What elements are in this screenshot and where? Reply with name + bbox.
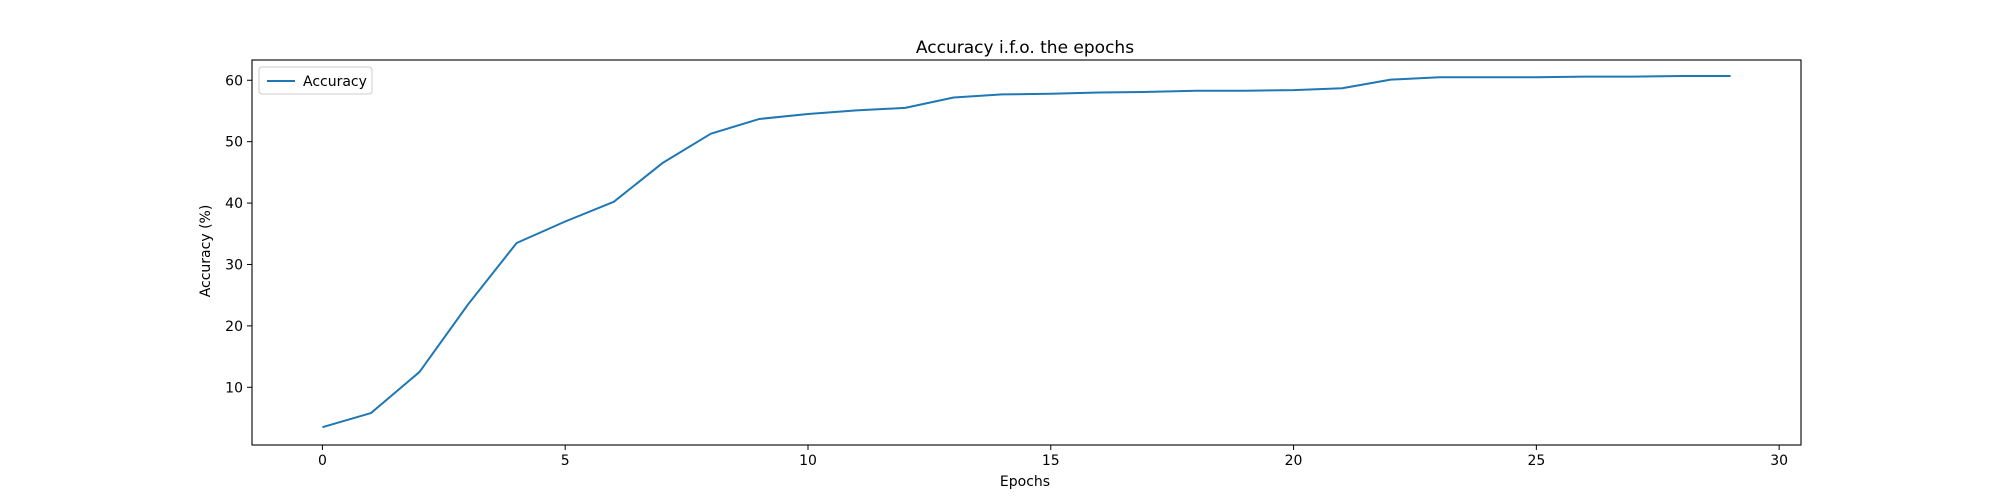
y-tick-label: 60 [225, 73, 243, 89]
y-tick-label: 30 [225, 257, 243, 273]
y-tick-label: 50 [225, 135, 243, 151]
legend-box [258, 66, 373, 95]
x-tick-label: 25 [1527, 453, 1545, 469]
y-tick-label: 40 [225, 196, 243, 212]
x-tick-label: 20 [1285, 453, 1303, 469]
plot-frame [251, 59, 1802, 446]
x-tick-label: 30 [1770, 453, 1788, 469]
series-line-accuracy [322, 74, 1731, 429]
x-axis-label: Epochs [1000, 474, 1050, 490]
chart-title: Accuracy i.f.o. the epochs [916, 38, 1134, 58]
x-tick-label: 15 [1042, 453, 1060, 469]
x-tick-label: 0 [318, 453, 327, 469]
x-tick-label: 10 [799, 453, 817, 469]
y-tick-label: 20 [225, 319, 243, 335]
x-tick-label: 5 [561, 453, 570, 469]
y-tick-label: 10 [225, 380, 243, 396]
y-axis-label: Accuracy (%) [198, 205, 214, 298]
legend-label: Accuracy [303, 74, 367, 90]
